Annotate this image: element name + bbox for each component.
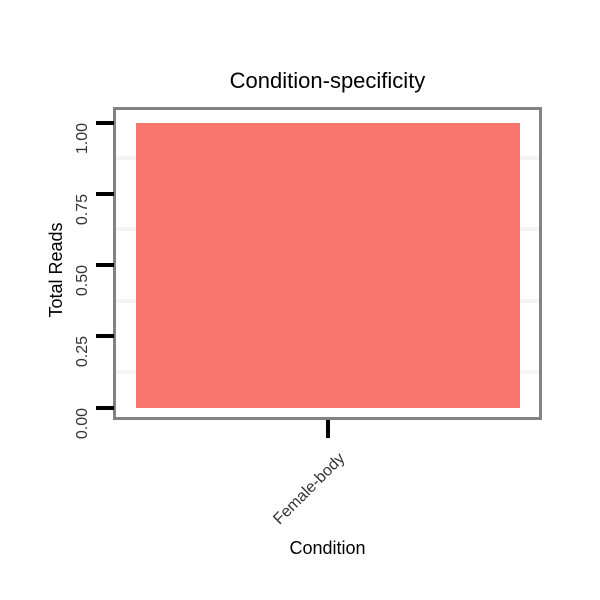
plot-panel — [113, 107, 542, 420]
y-axis-tick — [96, 405, 114, 410]
y-axis-title: Total Reads — [46, 222, 66, 318]
y-tick-label: 0.75 — [74, 193, 91, 225]
y-axis-tick — [96, 120, 114, 125]
y-tick-label: 1.00 — [74, 122, 91, 154]
bar-female-body — [135, 122, 520, 408]
y-axis-tick — [96, 191, 114, 196]
x-axis-tick — [325, 420, 330, 438]
y-tick-label: 0.50 — [74, 265, 91, 297]
y-axis-tick — [96, 263, 114, 267]
y-axis-tick — [96, 334, 114, 339]
y-tick-label: 0.25 — [74, 336, 91, 368]
y-tick-label: 0.00 — [74, 407, 91, 439]
x-tick-label-female-body: Female-body — [269, 450, 349, 529]
x-axis-title: Condition — [289, 538, 366, 558]
chart-title: Condition-specificity — [229, 68, 426, 93]
